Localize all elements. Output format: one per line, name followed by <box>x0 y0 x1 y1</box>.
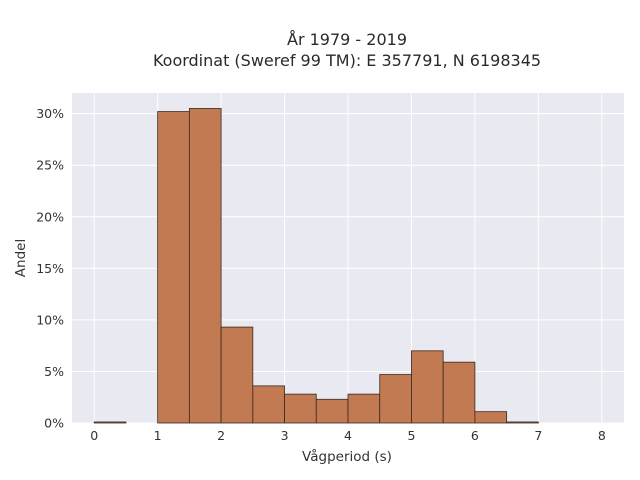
x-tick-label: 5 <box>407 428 415 443</box>
histogram-bar <box>315 398 349 424</box>
x-tick-labels: 0 1 2 3 4 5 6 7 8 <box>90 428 606 443</box>
histogram-bar <box>220 326 254 424</box>
y-tick-label: 30% <box>36 106 64 121</box>
histogram-bar <box>411 350 444 424</box>
histogram-bars <box>93 108 539 424</box>
y-tick-label: 5% <box>44 364 64 379</box>
histogram-bar <box>506 421 539 424</box>
x-axis-label: Vågperiod (s) <box>302 448 392 465</box>
histogram-bar <box>188 108 222 424</box>
chart-title: År 1979 - 2019 <box>287 30 407 49</box>
x-tick-label: 1 <box>154 428 162 443</box>
x-tick-label: 0 <box>90 428 98 443</box>
x-tick-label: 8 <box>598 428 606 443</box>
histogram-bar <box>442 361 476 424</box>
histogram-bar <box>474 411 508 424</box>
y-tick-label: 0% <box>44 416 64 431</box>
y-axis-label: Andel <box>13 239 29 277</box>
histogram-bar <box>379 374 412 424</box>
histogram-bar <box>157 111 190 424</box>
histogram-bar <box>347 393 381 424</box>
histogram-bar <box>284 393 317 424</box>
y-tick-labels: 0% 5% 10% 15% 20% 25% 30% <box>36 106 64 430</box>
x-tick-label: 4 <box>344 428 352 443</box>
y-tick-label: 15% <box>36 261 64 276</box>
x-tick-label: 6 <box>471 428 479 443</box>
y-tick-label: 25% <box>36 158 64 173</box>
x-tick-label: 3 <box>281 428 289 443</box>
x-tick-label: 2 <box>217 428 225 443</box>
histogram-bar <box>252 385 285 424</box>
histogram-bar <box>93 421 127 424</box>
y-tick-label: 20% <box>36 209 64 224</box>
y-tick-label: 10% <box>36 312 64 327</box>
chart-subtitle: Koordinat (Sweref 99 TM): E 357791, N 61… <box>153 51 541 70</box>
x-tick-label: 7 <box>534 428 542 443</box>
